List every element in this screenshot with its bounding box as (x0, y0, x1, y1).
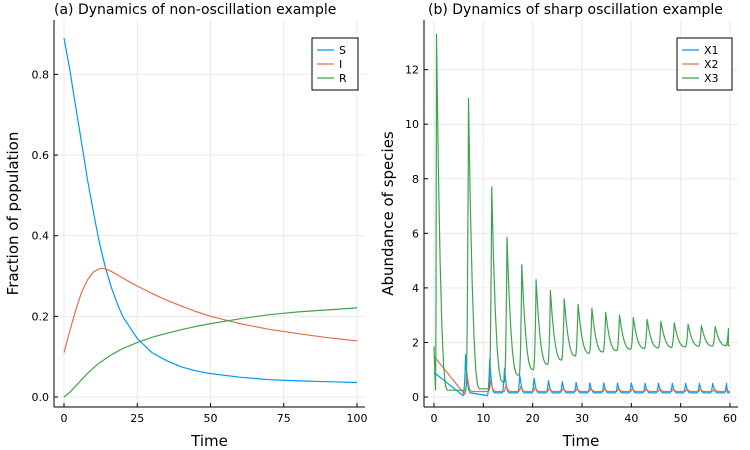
chart-title: (a) Dynamics of non-oscillation example (54, 2, 336, 18)
y-tick-label: 0.6 (32, 149, 50, 162)
series-group (433, 33, 730, 397)
y-tick-label: 2 (412, 336, 419, 349)
x-tick-label: 50 (674, 412, 688, 425)
x-tick-label: 25 (130, 412, 144, 425)
series-line-S (63, 37, 358, 384)
x-tick-label: 40 (624, 412, 638, 425)
series-line-X2 (433, 355, 730, 395)
legend-label: X3 (704, 72, 719, 85)
y-tick-label: 0.8 (32, 68, 50, 81)
series-line-X3 (433, 33, 730, 391)
y-tick-label: 0.0 (32, 391, 50, 404)
series-group (63, 37, 358, 398)
y-tick-label: 0.4 (32, 230, 50, 243)
x-axis-label: Time (190, 432, 228, 450)
y-tick-label: 8 (412, 173, 419, 186)
chart-title: (b) Dynamics of sharp oscillation exampl… (428, 2, 723, 18)
x-tick-label: 0 (61, 412, 68, 425)
legend-label: X1 (704, 44, 719, 57)
y-tick-label: 6 (412, 227, 419, 240)
y-tick-label: 10 (405, 118, 419, 131)
chart-panel-b: 0 10 20 30 40 50 60 0 2 4 6 8 10 12 (b) Dynamics of sh… (379, 2, 738, 450)
series-line-I (63, 267, 358, 353)
y-tick-label: 12 (405, 64, 419, 77)
legend-label: S (339, 44, 346, 57)
y-tick-label: 0 (412, 391, 419, 404)
x-tick-label: 30 (575, 412, 589, 425)
x-tick-label: 75 (277, 412, 291, 425)
x-tick-label: 50 (204, 412, 218, 425)
x-tick-label: 10 (476, 412, 490, 425)
x-tick-label: 20 (526, 412, 540, 425)
legend: SIR (311, 37, 359, 91)
legend-label: I (339, 58, 342, 71)
x-tick-label: 0 (431, 412, 438, 425)
y-tick-label: 4 (412, 282, 419, 295)
legend-label: X2 (704, 58, 719, 71)
x-tick-label: 100 (347, 412, 368, 425)
y-axis-label: Fraction of population (4, 132, 22, 296)
series-line-R (63, 307, 358, 398)
legend-label: R (339, 72, 347, 85)
x-axis-label: Time (562, 432, 600, 450)
chart-panel-a: 0 25 50 75 100 0.0 0.2 0.4 0.6 0.8 (a) Dynamics of… (4, 2, 368, 450)
y-axis-label: Abundance of species (379, 131, 397, 296)
y-tick-label: 0.2 (32, 310, 50, 323)
series-line-X1 (433, 354, 730, 397)
x-tick-label: 60 (723, 412, 737, 425)
